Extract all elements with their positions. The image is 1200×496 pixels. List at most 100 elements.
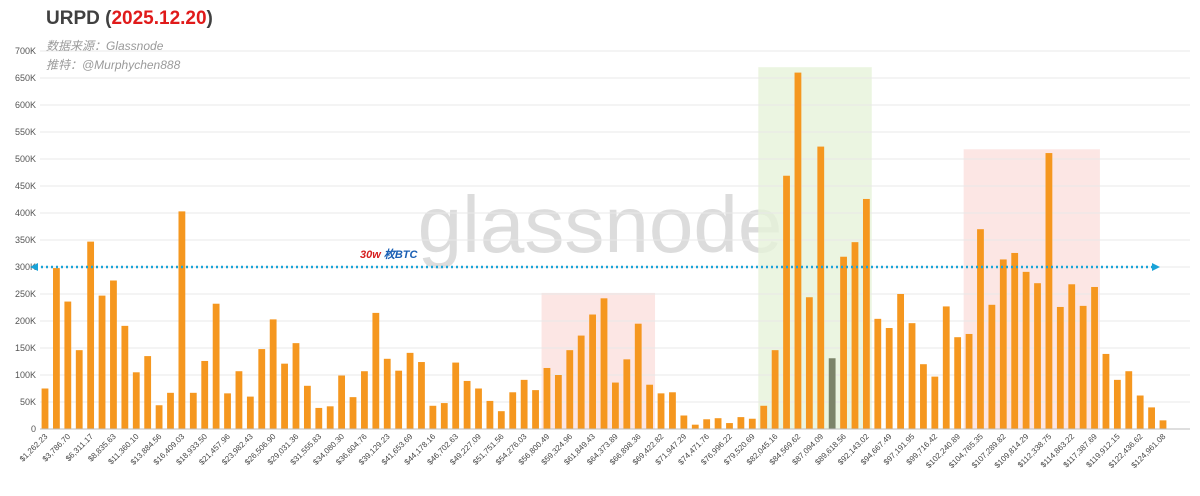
bar [714, 418, 722, 429]
bar [1113, 379, 1121, 429]
bar [395, 370, 403, 429]
y-tick-label: 50K [20, 397, 36, 407]
bar [897, 294, 905, 429]
bar [452, 362, 460, 429]
bar [817, 146, 825, 429]
bar [87, 241, 95, 429]
bar [53, 268, 60, 429]
bar [828, 358, 836, 429]
bar [999, 259, 1007, 429]
reference-label-amount: 30w [360, 249, 382, 261]
bar [600, 298, 608, 429]
bar [1022, 271, 1030, 429]
bar [98, 295, 106, 429]
bar [509, 392, 517, 429]
y-tick-label: 300K [15, 262, 36, 272]
y-tick-label: 350K [15, 235, 36, 245]
bar [1125, 371, 1133, 429]
bar [258, 349, 266, 429]
bar [41, 388, 49, 429]
bar [1068, 284, 1076, 429]
bar [486, 400, 494, 429]
reference-line-left-arrow [30, 263, 38, 271]
bar [612, 382, 619, 429]
bar [1079, 305, 1087, 429]
bar [794, 72, 802, 429]
bar [1091, 286, 1098, 429]
bar [361, 371, 368, 429]
watermark-text: glassnode [418, 180, 783, 269]
bar [1056, 306, 1064, 429]
twitter-handle-text: 推特：@Murphychen888 [46, 58, 181, 72]
bar [303, 385, 311, 429]
reference-label-unit: 枚BTC [381, 248, 419, 261]
bar [144, 356, 152, 429]
bar [178, 211, 186, 429]
y-tick-label: 250K [15, 289, 36, 299]
bar [292, 343, 300, 429]
bar [657, 393, 665, 429]
bar [577, 335, 585, 429]
bar [189, 392, 197, 429]
bar [383, 358, 391, 429]
bar [440, 403, 448, 429]
y-tick-label: 650K [15, 73, 36, 83]
reference-line-label: 30w 枚BTC [360, 248, 419, 261]
chart-title: URPD (2025.12.20) [46, 8, 213, 30]
bar [532, 390, 539, 429]
bar [418, 362, 425, 429]
bar [64, 301, 72, 429]
bar [920, 364, 927, 429]
bar [235, 371, 243, 429]
bar [851, 242, 859, 429]
bar [132, 372, 140, 429]
bar [703, 419, 711, 429]
y-tick-label: 150K [15, 343, 36, 353]
bar [543, 367, 551, 429]
y-tick-label: 450K [15, 181, 36, 191]
chart-title-suffix: ) [206, 8, 213, 29]
bar [315, 407, 323, 429]
bar [326, 406, 334, 429]
bar [737, 417, 745, 429]
bar [691, 424, 699, 429]
reference-line-right-arrow [1152, 263, 1160, 271]
bar [429, 405, 437, 429]
bar [1045, 153, 1053, 429]
bar [281, 363, 288, 429]
bar [475, 388, 482, 429]
bar [372, 312, 380, 429]
bar [840, 256, 847, 429]
bar [908, 323, 916, 429]
bar [931, 376, 939, 429]
bar [589, 314, 596, 429]
y-tick-label: 500K [15, 154, 36, 164]
bar [75, 350, 83, 429]
y-tick-label: 600K [15, 100, 36, 110]
data-source-text: 数据来源：Glassnode [46, 39, 164, 53]
bar [1011, 252, 1019, 429]
y-tick-label: 100K [15, 370, 36, 380]
chart-title-prefix: URPD ( [46, 8, 112, 29]
bar [1148, 407, 1155, 429]
bar [726, 423, 733, 429]
bar [212, 303, 220, 429]
chart-title-date: 2025.12.20 [111, 8, 207, 29]
bar [110, 280, 117, 429]
y-tick-label: 400K [15, 208, 36, 218]
bar [760, 405, 768, 429]
bar [463, 380, 471, 429]
bar [862, 198, 870, 429]
bar [269, 319, 277, 429]
bar [497, 411, 505, 429]
bar [954, 337, 962, 429]
y-tick-label: 200K [15, 316, 36, 326]
bar [224, 393, 231, 429]
bar [783, 175, 790, 429]
y-tick-label: 550K [15, 127, 36, 137]
bar [942, 306, 950, 429]
bar [885, 328, 893, 429]
bar [349, 397, 357, 429]
y-tick-label: 0 [31, 424, 36, 434]
